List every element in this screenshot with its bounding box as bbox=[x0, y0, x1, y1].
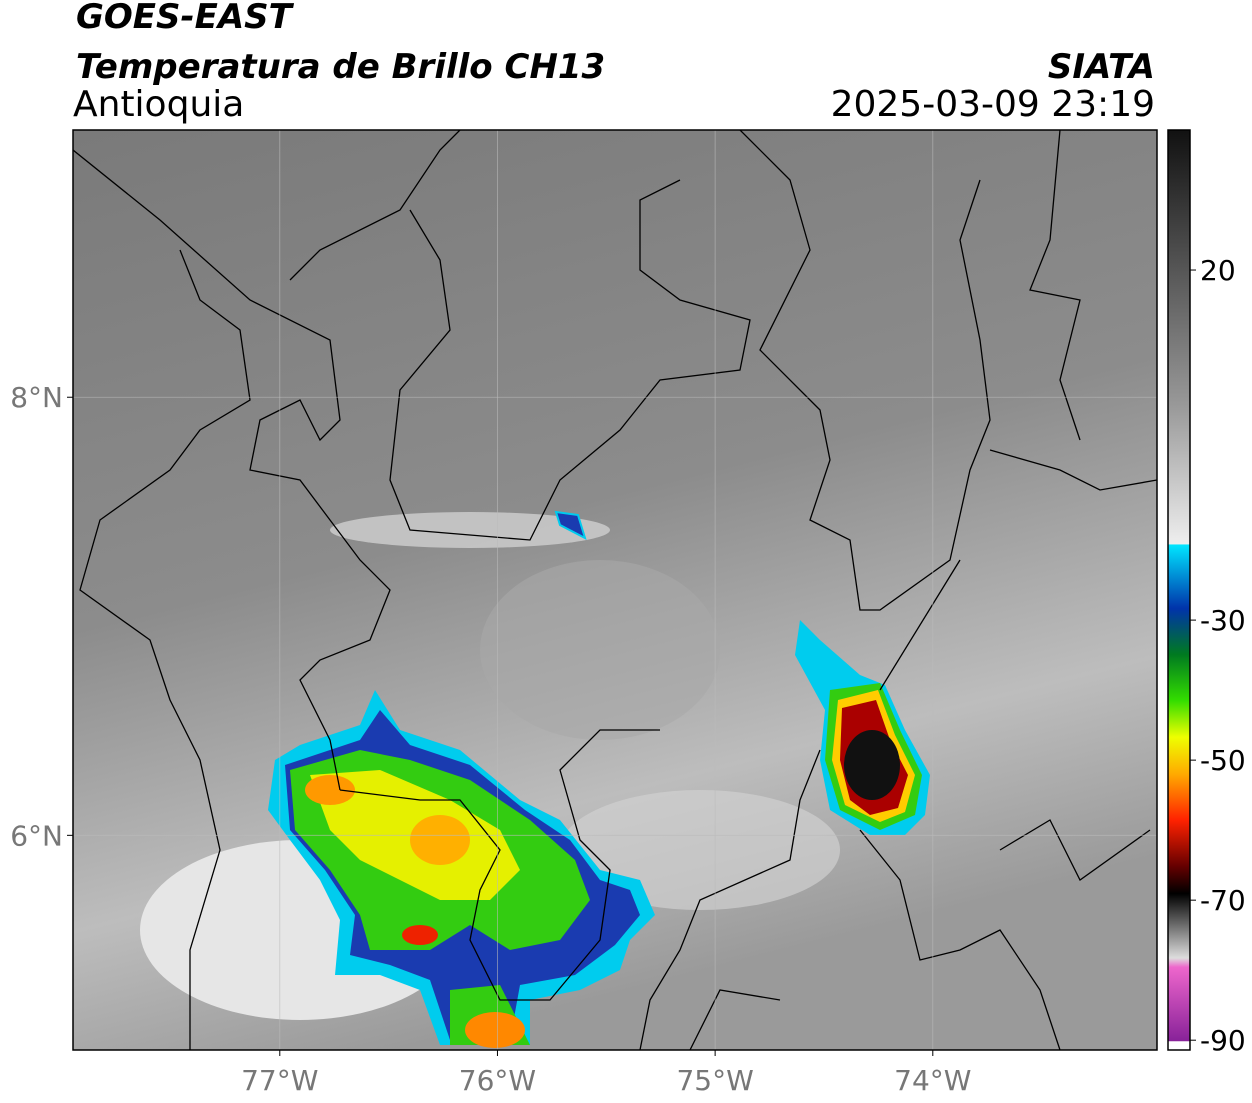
storm-core bbox=[402, 925, 438, 945]
lon-tick-label: 75°W bbox=[676, 1064, 753, 1097]
datetime: 2025-03-09 23:19 bbox=[831, 84, 1155, 125]
colorbar-tick-label: -90 bbox=[1200, 1024, 1246, 1057]
borders bbox=[73, 130, 1157, 1050]
lat-tick-label: 6°N bbox=[10, 819, 63, 852]
imagery bbox=[73, 130, 1157, 1050]
title: GOES-EAST bbox=[76, 0, 295, 37]
source: SIATA bbox=[1048, 47, 1155, 87]
subtitle: Temperatura de Brillo CH13 bbox=[76, 47, 605, 87]
lon-tick-label: 77°W bbox=[241, 1064, 318, 1097]
lon-tick-label: 74°W bbox=[894, 1064, 971, 1097]
storm-core bbox=[844, 730, 900, 800]
storm-core bbox=[305, 775, 355, 805]
storm-core bbox=[465, 1012, 525, 1048]
cloud bbox=[480, 560, 720, 740]
colorbar bbox=[1167, 129, 1191, 1051]
colorbar-tick-label: -50 bbox=[1200, 744, 1246, 777]
storm-core bbox=[410, 815, 470, 865]
colorbar-tick-label: -70 bbox=[1200, 884, 1246, 917]
lon-tick-label: 76°W bbox=[459, 1064, 536, 1097]
region: Antioquia bbox=[73, 84, 244, 125]
storm-cold bbox=[554, 510, 587, 540]
lat-tick-label: 8°N bbox=[10, 381, 63, 414]
map-frame bbox=[72, 129, 1158, 1051]
colorbar-tick-label: 20 bbox=[1200, 254, 1236, 287]
graticule bbox=[67, 130, 1157, 1056]
colorbar-tick-label: -30 bbox=[1200, 604, 1246, 637]
